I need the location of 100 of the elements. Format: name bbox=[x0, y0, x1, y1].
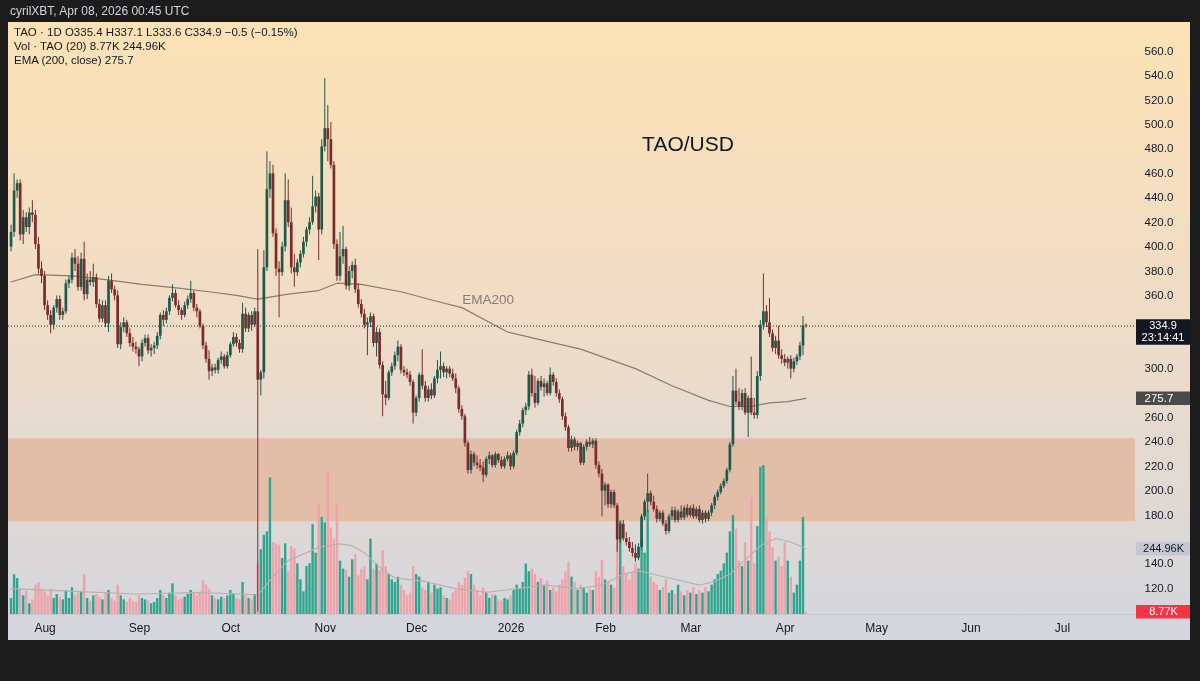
bar bbox=[439, 587, 442, 614]
y-tick-label: 380.0 bbox=[1144, 264, 1174, 277]
y-tick-label: 560.0 bbox=[1144, 44, 1174, 57]
x-tick-label: May bbox=[865, 620, 888, 635]
x-tick-label: Aug bbox=[34, 620, 56, 635]
candlestick bbox=[582, 443, 586, 466]
bar bbox=[506, 599, 509, 614]
bar bbox=[110, 598, 113, 614]
y-tick-label: 500.0 bbox=[1144, 118, 1174, 131]
y2-tick-label: 8.77K bbox=[1149, 605, 1179, 618]
x-tick-label: Nov bbox=[314, 620, 336, 635]
bar bbox=[777, 556, 780, 614]
y2-tick-label: 244.96K bbox=[1143, 542, 1185, 555]
bar bbox=[762, 464, 765, 614]
candlestick bbox=[375, 326, 378, 357]
y-tick-label: 400.0 bbox=[1144, 240, 1174, 253]
x-tick-label: Apr bbox=[775, 620, 795, 635]
candlestick bbox=[253, 307, 257, 328]
candlestick bbox=[244, 307, 247, 333]
candlestick bbox=[481, 460, 485, 483]
bar bbox=[34, 584, 37, 614]
y-tick-label: 300.0 bbox=[1144, 362, 1174, 375]
y-tick-label: 460.0 bbox=[1144, 166, 1174, 179]
candlestick bbox=[250, 310, 254, 332]
y-tick-label: 120.0 bbox=[1144, 581, 1174, 594]
bar bbox=[567, 561, 570, 614]
bar bbox=[433, 584, 436, 614]
y-tick-label: 180.0 bbox=[1144, 508, 1174, 521]
candlestick bbox=[101, 299, 104, 323]
bar bbox=[704, 587, 707, 614]
y-tick-label: 520.0 bbox=[1144, 93, 1174, 106]
series-label: EMA200 bbox=[462, 291, 514, 307]
bar bbox=[241, 582, 244, 614]
y-tick-label: 220.0 bbox=[1144, 459, 1174, 472]
y-tick-label: 240.0 bbox=[1144, 435, 1174, 448]
bar bbox=[430, 592, 433, 614]
bar bbox=[573, 582, 576, 614]
bar bbox=[759, 466, 762, 614]
bar bbox=[381, 550, 384, 614]
x-tick-label: 2026 bbox=[497, 620, 525, 635]
bar bbox=[649, 576, 652, 614]
bar bbox=[232, 594, 235, 614]
y-tick-label: 200.0 bbox=[1144, 484, 1174, 497]
bar bbox=[52, 598, 55, 614]
annotation: EMA (200, close) 275.7 bbox=[14, 54, 134, 66]
y-tick-label: 275.7 bbox=[1144, 391, 1174, 404]
y-tick-label: 540.0 bbox=[1144, 69, 1174, 82]
ref-line-label: 334.9 bbox=[1149, 319, 1177, 332]
candlestick bbox=[621, 519, 625, 542]
x-tick-label: Sep bbox=[128, 620, 151, 635]
bar bbox=[171, 583, 174, 614]
annotation: Vol · TAO (20) 8.77K 244.96K bbox=[14, 40, 167, 52]
bar bbox=[375, 563, 378, 614]
candlestick bbox=[439, 351, 442, 379]
y-tick-label: 360.0 bbox=[1144, 288, 1174, 301]
candlestick bbox=[774, 335, 777, 355]
candlestick bbox=[24, 211, 28, 233]
bar bbox=[765, 516, 768, 614]
bar bbox=[229, 590, 232, 614]
y-tick-label: 440.0 bbox=[1144, 191, 1174, 204]
bar bbox=[174, 595, 177, 614]
bar bbox=[296, 563, 299, 614]
bar bbox=[695, 594, 698, 614]
bar bbox=[372, 568, 375, 614]
y-tick-label: 260.0 bbox=[1144, 410, 1174, 423]
bar bbox=[692, 587, 695, 614]
candlestick bbox=[484, 456, 488, 478]
bar bbox=[515, 584, 518, 614]
bar bbox=[49, 588, 52, 614]
text: cyrilXBT, Apr 08, 2026 00:45 UTC bbox=[10, 4, 190, 18]
candlestick bbox=[777, 325, 780, 360]
bar bbox=[238, 599, 241, 614]
candlestick bbox=[804, 322, 808, 329]
bar bbox=[317, 504, 320, 614]
bar bbox=[774, 560, 777, 614]
bar bbox=[28, 603, 31, 614]
text: 23:14:41 bbox=[1141, 331, 1185, 344]
bar bbox=[427, 582, 430, 614]
candlestick bbox=[746, 395, 750, 438]
x-tick-label: Oct bbox=[221, 620, 241, 635]
candlestick bbox=[749, 355, 753, 416]
candlestick bbox=[119, 321, 123, 350]
candlestick bbox=[366, 316, 369, 356]
bar bbox=[305, 566, 308, 614]
x-tick-label: Feb bbox=[595, 620, 617, 635]
annotation: TAO · 1D O335.4 H337.1 L333.6 C334.9 −0.5 (−0.15%) bbox=[14, 26, 298, 38]
bar bbox=[235, 598, 238, 614]
bar bbox=[576, 590, 579, 614]
bar bbox=[116, 584, 119, 614]
bar bbox=[634, 563, 637, 614]
x-tick-label: Dec bbox=[405, 620, 428, 635]
bar bbox=[436, 588, 439, 614]
text: TAO/USD bbox=[642, 132, 734, 155]
y-tick-label: 140.0 bbox=[1144, 557, 1174, 570]
y-tick-label: 420.0 bbox=[1144, 215, 1174, 228]
bar bbox=[311, 524, 314, 614]
x-tick-label: Jul bbox=[1054, 620, 1071, 635]
bar bbox=[570, 576, 573, 614]
bar bbox=[369, 538, 372, 614]
x-tick-label: Jun bbox=[961, 620, 981, 635]
